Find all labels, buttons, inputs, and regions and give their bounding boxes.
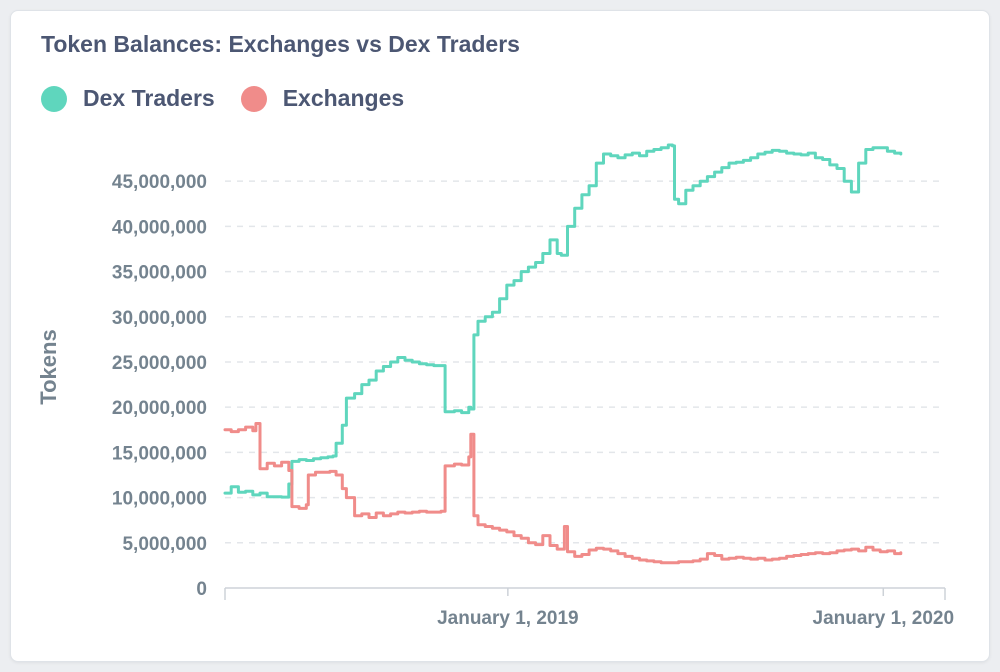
x-tick-label: January 1, 2020 xyxy=(813,608,955,629)
chart-card: Token Balances: Exchanges vs Dex Traders… xyxy=(10,10,990,662)
legend-label-dex-traders: Dex Traders xyxy=(83,85,215,111)
legend-label-exchanges: Exchanges xyxy=(282,85,405,111)
legend: Dex Traders Exchanges xyxy=(41,85,430,112)
legend-item-dex-traders[interactable]: Dex Traders xyxy=(41,85,215,112)
y-tick-label: 45,000,000 xyxy=(112,172,207,193)
y-axis-title: Tokens xyxy=(36,329,61,404)
y-tick-label: 30,000,000 xyxy=(112,308,207,329)
y-tick-label: 15,000,000 xyxy=(112,443,207,464)
legend-item-exchanges[interactable]: Exchanges xyxy=(240,85,405,112)
y-tick-label: 40,000,000 xyxy=(112,217,207,238)
y-tick-label: 35,000,000 xyxy=(112,263,207,284)
dex-traders-legend-dot xyxy=(41,85,67,112)
x-tick-label: January 1, 2019 xyxy=(437,608,579,629)
series-line-dex-traders xyxy=(223,143,903,499)
series-line-exchanges xyxy=(223,422,903,565)
y-tick-label: 10,000,000 xyxy=(112,489,207,510)
chart-title: Token Balances: Exchanges vs Dex Traders xyxy=(41,31,520,57)
y-tick-label: 5,000,000 xyxy=(122,534,207,555)
y-tick-label: 25,000,000 xyxy=(112,353,207,374)
y-tick-label: 0 xyxy=(196,579,207,600)
y-tick-label: 20,000,000 xyxy=(112,398,207,419)
exchanges-legend-dot xyxy=(240,85,267,112)
